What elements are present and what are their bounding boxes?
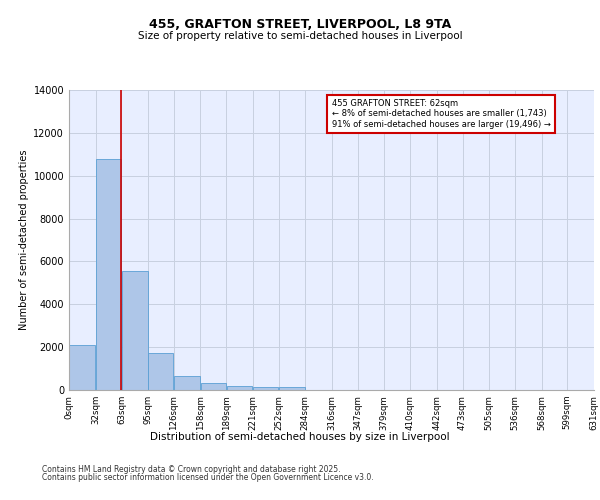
Bar [279, 388, 305, 390]
Bar [122, 271, 148, 390]
Text: Distribution of semi-detached houses by size in Liverpool: Distribution of semi-detached houses by … [150, 432, 450, 442]
Bar [96, 158, 121, 390]
Y-axis label: Number of semi-detached properties: Number of semi-detached properties [19, 150, 29, 330]
Bar [174, 376, 200, 390]
Text: 455, GRAFTON STREET, LIVERPOOL, L8 9TA: 455, GRAFTON STREET, LIVERPOOL, L8 9TA [149, 18, 451, 30]
Bar [227, 386, 253, 390]
Text: Contains HM Land Registry data © Crown copyright and database right 2025.: Contains HM Land Registry data © Crown c… [42, 465, 341, 474]
Bar [70, 345, 95, 390]
Bar [148, 352, 173, 390]
Bar [253, 387, 278, 390]
Text: 455 GRAFTON STREET: 62sqm
← 8% of semi-detached houses are smaller (1,743)
91% o: 455 GRAFTON STREET: 62sqm ← 8% of semi-d… [331, 99, 550, 129]
Bar [201, 383, 226, 390]
Text: Size of property relative to semi-detached houses in Liverpool: Size of property relative to semi-detach… [137, 31, 463, 41]
Text: Contains public sector information licensed under the Open Government Licence v3: Contains public sector information licen… [42, 472, 374, 482]
